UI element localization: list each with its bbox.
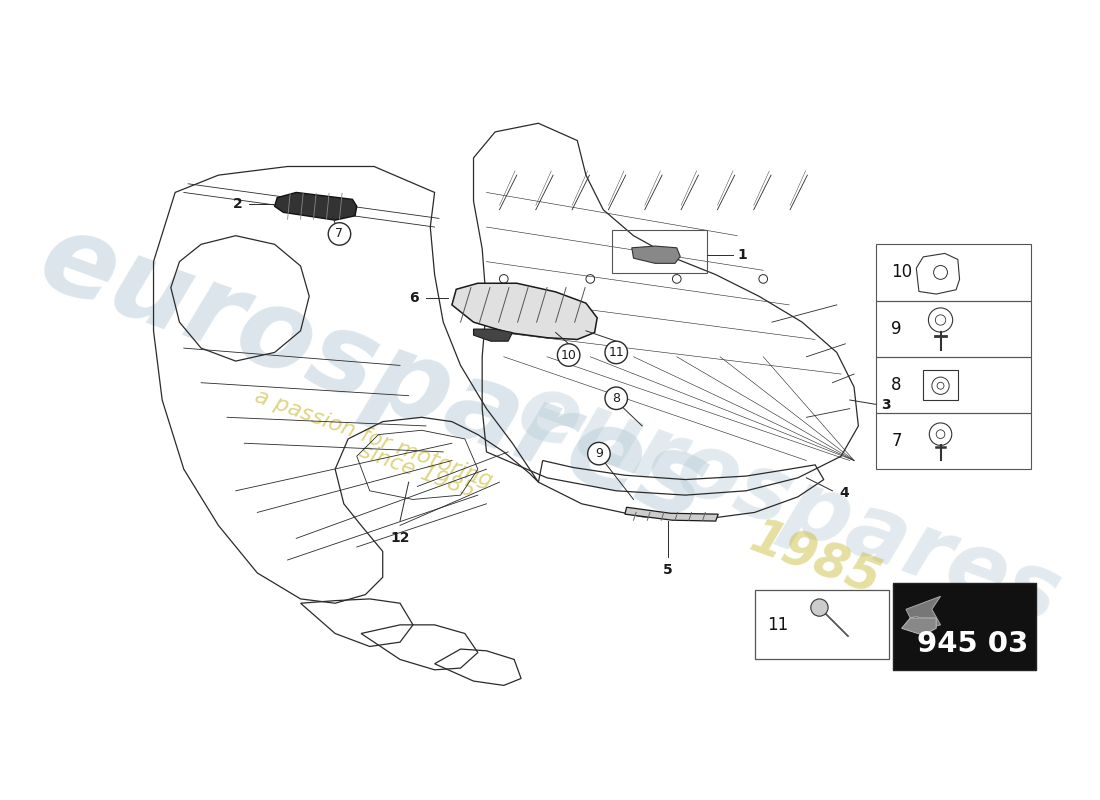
- Text: 8: 8: [613, 392, 620, 405]
- Text: 9: 9: [891, 320, 902, 338]
- Text: eurospares: eurospares: [25, 204, 723, 545]
- Text: 11: 11: [767, 616, 788, 634]
- Text: 6: 6: [409, 291, 419, 305]
- Circle shape: [605, 341, 627, 364]
- Bar: [612, 230, 707, 273]
- Text: 11: 11: [608, 346, 624, 359]
- Text: 5: 5: [663, 562, 673, 577]
- Polygon shape: [902, 618, 936, 635]
- Text: a passion for motoring: a passion for motoring: [252, 386, 496, 491]
- Text: 7: 7: [891, 432, 902, 450]
- Text: 2: 2: [233, 197, 243, 210]
- Polygon shape: [625, 507, 718, 521]
- Text: eurospares: eurospares: [506, 365, 1072, 642]
- Bar: [876, 413, 1032, 469]
- Text: 8: 8: [891, 376, 902, 394]
- Bar: [755, 590, 889, 659]
- Text: 7: 7: [336, 227, 343, 241]
- Text: 10: 10: [561, 349, 576, 362]
- Polygon shape: [452, 283, 597, 339]
- Circle shape: [811, 599, 828, 616]
- Text: 945 03: 945 03: [917, 630, 1028, 658]
- Text: 9: 9: [595, 447, 603, 460]
- Text: 1: 1: [737, 248, 747, 262]
- Circle shape: [328, 222, 351, 245]
- Polygon shape: [473, 329, 513, 341]
- Circle shape: [558, 344, 580, 366]
- Bar: [876, 301, 1032, 357]
- Text: 12: 12: [390, 531, 410, 546]
- Circle shape: [605, 387, 627, 410]
- Circle shape: [587, 442, 610, 465]
- Bar: [876, 244, 1032, 301]
- Text: 10: 10: [891, 263, 912, 282]
- Bar: [923, 370, 958, 401]
- Bar: [893, 583, 1036, 670]
- Polygon shape: [275, 193, 356, 220]
- Bar: [876, 357, 1032, 413]
- Text: 4: 4: [839, 486, 849, 499]
- Text: 1985: 1985: [744, 514, 887, 606]
- Polygon shape: [631, 246, 680, 263]
- Text: 3: 3: [881, 398, 891, 412]
- Text: since 1985: since 1985: [356, 441, 477, 501]
- Polygon shape: [906, 596, 940, 628]
